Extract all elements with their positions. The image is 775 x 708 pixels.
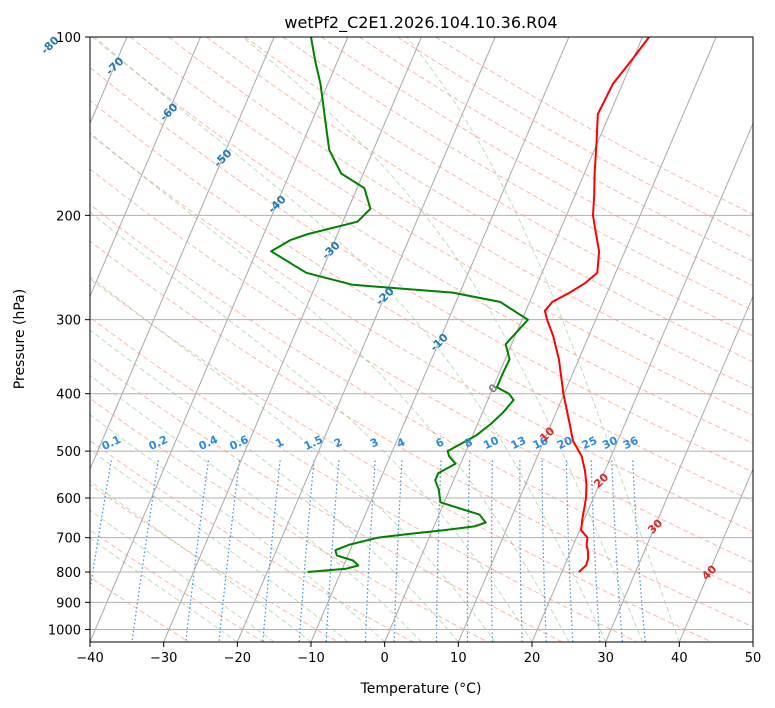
x-tick-label: 0 bbox=[381, 651, 389, 666]
dewpoint-trace bbox=[270, 37, 529, 573]
mixing-ratio-line bbox=[185, 460, 210, 642]
sounding-traces bbox=[270, 37, 650, 573]
dry-adiabat bbox=[90, 168, 753, 563]
x-tick-label: 50 bbox=[745, 651, 762, 666]
moist-adiabat bbox=[90, 374, 422, 642]
moist-adiabat bbox=[90, 329, 459, 642]
plot-background bbox=[90, 37, 753, 642]
moist-adiabat bbox=[90, 537, 238, 642]
moist-adiabat bbox=[90, 414, 386, 642]
y-tick-label: 500 bbox=[56, 445, 81, 460]
isotherm-line bbox=[90, 37, 349, 642]
dry-adiabat bbox=[90, 133, 753, 533]
dry-adiabat bbox=[168, 37, 753, 389]
moist-adiabat bbox=[90, 275, 496, 642]
dry-adiabat bbox=[90, 278, 712, 642]
y-tick-label: 1000 bbox=[48, 623, 81, 638]
moist-adiabat bbox=[90, 448, 349, 642]
x-tick-label: 20 bbox=[524, 651, 541, 666]
dry-adiabat bbox=[320, 37, 753, 287]
dry-adiabat bbox=[206, 37, 753, 363]
dry-adiabat bbox=[130, 37, 753, 417]
isotherm-line bbox=[163, 37, 422, 642]
isotherm-line bbox=[531, 122, 753, 642]
background-lines bbox=[90, 37, 753, 642]
dry-adiabat bbox=[90, 316, 638, 642]
x-tick-label: 40 bbox=[671, 651, 688, 666]
dry-adiabat bbox=[91, 37, 753, 444]
mixing-ratio-label: 36 bbox=[621, 434, 641, 452]
isotherm-line bbox=[678, 467, 753, 642]
x-tick-label: −20 bbox=[224, 651, 251, 666]
isotherm-line bbox=[752, 640, 753, 642]
y-tick-label: 700 bbox=[56, 532, 81, 547]
y-tick-label: 600 bbox=[56, 492, 81, 507]
x-tick-label: −30 bbox=[150, 651, 177, 666]
mixing-ratio-label: 16 bbox=[531, 434, 551, 452]
dry-adiabat bbox=[90, 529, 264, 642]
isotherm-line bbox=[605, 295, 753, 642]
x-tick-label: 30 bbox=[597, 651, 614, 666]
x-tick-label: −10 bbox=[297, 651, 324, 666]
mixing-ratio-line bbox=[131, 460, 159, 642]
isotherm-line bbox=[90, 37, 275, 471]
y-axis-label: Pressure (hPa) bbox=[12, 289, 28, 389]
mixing-ratio-line bbox=[218, 460, 240, 642]
x-tick-label: 10 bbox=[450, 651, 467, 666]
y-tick-label: 900 bbox=[56, 596, 81, 611]
isotherm-line bbox=[384, 37, 643, 642]
y-tick-label: 800 bbox=[56, 566, 81, 581]
x-tick-label: −40 bbox=[76, 651, 103, 666]
temperature-trace bbox=[543, 37, 650, 573]
dry-adiabat bbox=[90, 203, 753, 595]
isotherm-line bbox=[457, 37, 717, 642]
mixing-ratio-label: 25 bbox=[580, 434, 599, 452]
dry-adiabat bbox=[90, 240, 753, 628]
dry-adiabat bbox=[90, 440, 414, 642]
x-axis-ticks: −40 −30 −20 −10 0 10 20 30 40 50 bbox=[76, 642, 761, 666]
moist-adiabat bbox=[90, 132, 570, 642]
chart-title: wetPf2_C2E1.2026.104.10.36.R04 bbox=[284, 13, 557, 33]
dry-adiabat bbox=[397, 37, 753, 239]
plot-frame bbox=[89, 36, 754, 643]
isotherm-line bbox=[310, 37, 570, 642]
moist-adiabat bbox=[94, 37, 607, 642]
isotherm-line bbox=[90, 37, 201, 298]
dry-adiabat bbox=[90, 66, 753, 473]
y-tick-label: 300 bbox=[56, 314, 81, 329]
y-tick-label: 100 bbox=[56, 31, 81, 46]
mixing-ratio-label: 13 bbox=[509, 434, 528, 452]
y-tick-label: 400 bbox=[56, 388, 81, 403]
mixing-ratio-label: 20 bbox=[555, 434, 575, 452]
moist-adiabat bbox=[406, 37, 680, 642]
y-tick-label: 200 bbox=[56, 209, 81, 224]
isotherm-line bbox=[236, 37, 496, 642]
pressure-grid bbox=[90, 37, 753, 630]
mixing-ratio-label: 30 bbox=[600, 434, 620, 452]
mixing-ratio-label: 10 bbox=[481, 434, 501, 452]
y-axis-ticks: 100 200 300 400 500 600 700 800 900 1000 bbox=[48, 31, 90, 638]
dry-adiabat bbox=[244, 37, 753, 337]
mixing-ratio-line bbox=[90, 460, 112, 594]
moist-adiabat bbox=[90, 211, 533, 642]
x-axis-label: Temperature (°C) bbox=[360, 681, 482, 697]
